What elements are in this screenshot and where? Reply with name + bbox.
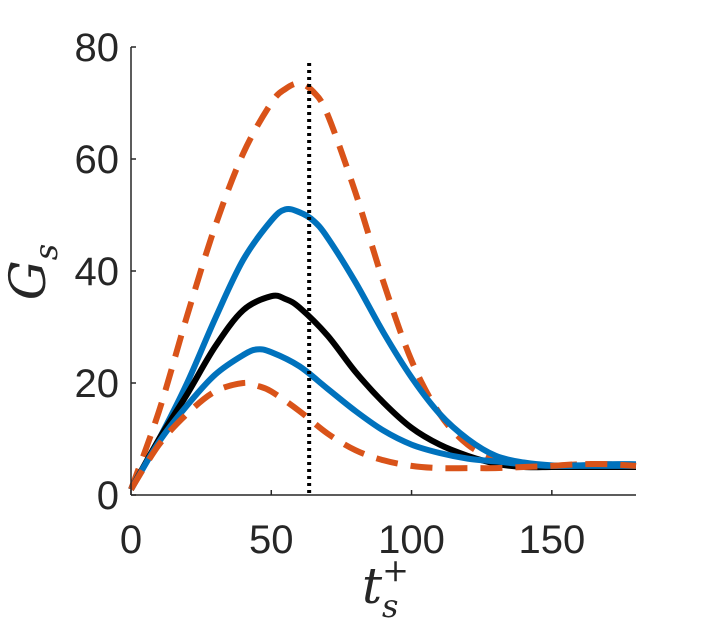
y-tick-label: 80 <box>75 26 120 70</box>
y-axis-label-base: G <box>0 260 57 300</box>
y-tick-label: 20 <box>75 362 120 406</box>
y-axis-label-sub: s <box>27 244 65 260</box>
y-axis-label: Gs <box>0 244 65 300</box>
series-line-4 <box>128 346 636 491</box>
x-tick-label: 50 <box>249 518 294 562</box>
tick-labels: 0 20 40 60 80 0 50 100 150 <box>75 26 586 562</box>
x-tick-label: 150 <box>518 518 585 562</box>
x-tick-label: 100 <box>378 518 445 562</box>
y-tick-label: 40 <box>75 250 120 294</box>
x-axis-label: t+ s <box>362 551 409 625</box>
x-axis-label-base: t <box>362 557 383 615</box>
x-axis-label-sub: s <box>382 587 398 625</box>
series-group <box>128 80 637 491</box>
x-axis-label-sup: + <box>382 551 409 589</box>
axes <box>130 46 636 496</box>
x-tick-label: 0 <box>120 518 142 562</box>
y-tick-label: 0 <box>97 474 119 518</box>
y-tick-label: 60 <box>75 138 120 182</box>
